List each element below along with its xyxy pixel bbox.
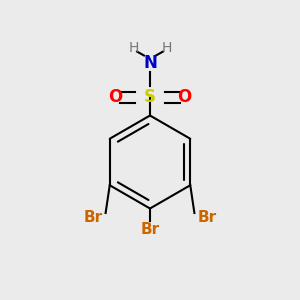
Text: O: O <box>108 88 123 106</box>
Text: Br: Br <box>140 222 160 237</box>
Text: Br: Br <box>83 210 103 225</box>
Text: S: S <box>144 88 156 106</box>
Text: N: N <box>143 54 157 72</box>
Text: O: O <box>177 88 192 106</box>
Text: H: H <box>161 41 172 55</box>
Text: H: H <box>128 41 139 55</box>
Text: Br: Br <box>197 210 217 225</box>
